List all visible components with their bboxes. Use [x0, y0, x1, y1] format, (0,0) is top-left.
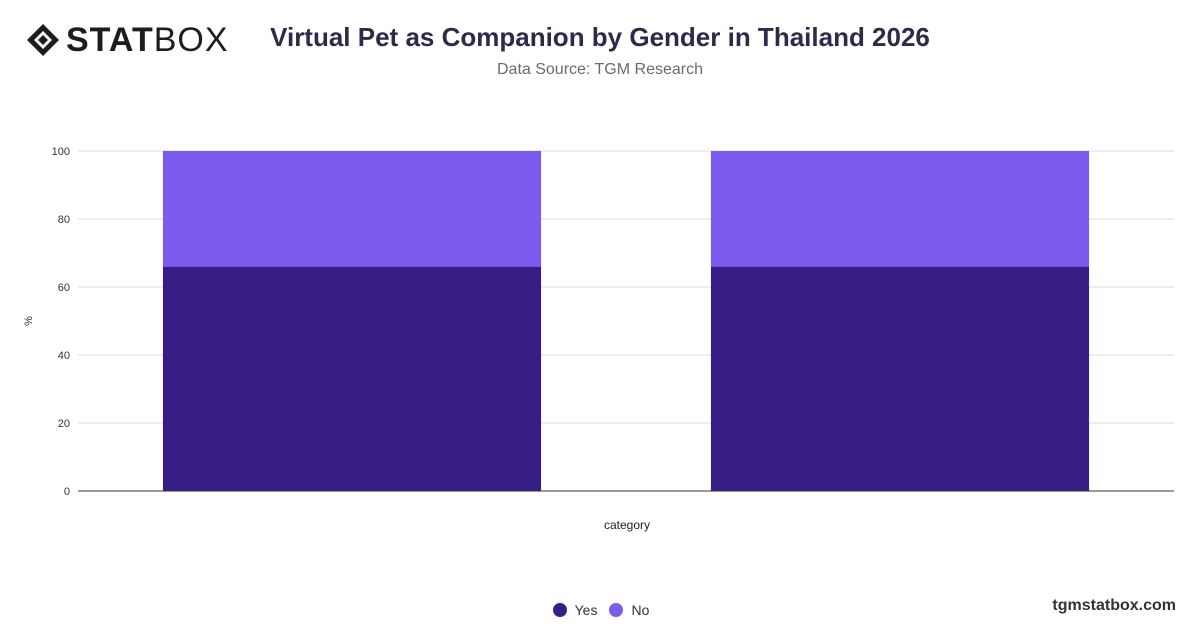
- watermark-url: tgmstatbox.com: [1052, 597, 1176, 614]
- bar-no: [710, 151, 1090, 267]
- bar-yes: [162, 266, 542, 491]
- chart-title: Virtual Pet as Companion by Gender in Th…: [270, 22, 930, 52]
- legend-swatch-yes: [552, 603, 567, 617]
- y-tick-label: 60: [58, 282, 70, 294]
- logo-text-box: BOX: [153, 20, 229, 59]
- legend-swatch-no: [609, 603, 624, 617]
- chart-subtitle: Data Source: TGM Research: [496, 61, 703, 78]
- y-tick-label: 0: [64, 486, 70, 498]
- bar-yes: [710, 266, 1090, 491]
- y-axis-title: %: [23, 316, 35, 326]
- y-tick-label: 40: [58, 350, 70, 362]
- y-tick-label: 100: [52, 146, 70, 158]
- legend-item-no[interactable]: No: [609, 602, 649, 618]
- statbox-diamond-icon: [27, 24, 59, 56]
- legend-label-yes: Yes: [574, 602, 598, 618]
- bar-no: [162, 151, 542, 267]
- legend-label-no: No: [631, 602, 650, 618]
- legend-item-yes[interactable]: Yes: [552, 602, 598, 618]
- y-tick-label: 80: [58, 214, 70, 226]
- logo-text-stat: STAT: [66, 20, 154, 59]
- chart-legend: Yes No: [0, 602, 1200, 618]
- x-axis-title: category: [604, 518, 650, 532]
- y-tick-label: 20: [58, 418, 70, 430]
- statbox-logo: STAT BOX: [26, 20, 229, 59]
